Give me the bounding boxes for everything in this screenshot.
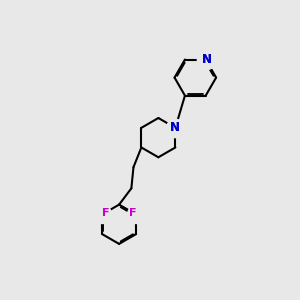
Text: N: N <box>170 121 180 134</box>
Text: N: N <box>202 53 212 66</box>
Text: N: N <box>170 121 180 134</box>
Text: F: F <box>129 208 136 218</box>
Text: F: F <box>102 208 109 218</box>
Text: N: N <box>202 53 212 66</box>
